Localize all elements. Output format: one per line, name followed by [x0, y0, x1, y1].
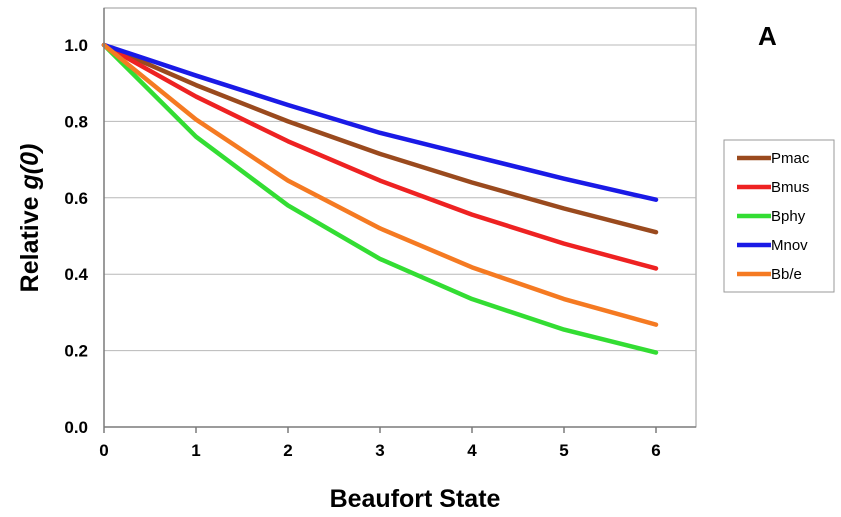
grid-lines — [104, 44, 696, 352]
y-axis-title: Relative g(0) — [16, 144, 44, 293]
legend-label-bphy: Bphy — [771, 208, 806, 225]
y-tick-label: 0.8 — [64, 112, 88, 131]
y-axis-title-italic: g(0) — [16, 144, 44, 191]
y-axis-title-prefix: Relative — [16, 189, 44, 292]
legend-items: Pmac Bmus Bphy Mnov Bb/e — [737, 150, 810, 283]
series-lines — [101, 42, 659, 355]
x-tick-label: 4 — [467, 441, 477, 460]
x-tick-label: 5 — [559, 441, 568, 460]
x-tick-label: 3 — [375, 441, 384, 460]
series-line-bmus — [101, 42, 659, 271]
legend-label-pmac: Pmac — [771, 150, 810, 167]
series-line-mnov — [101, 42, 659, 202]
series-line-bb-e — [101, 42, 659, 327]
y-tick-label: 0.2 — [64, 342, 88, 361]
x-axis-title: Beaufort State — [330, 485, 501, 513]
legend-label-bmus: Bmus — [771, 179, 809, 196]
x-tick-label: 2 — [283, 441, 292, 460]
panel-label: A — [758, 21, 777, 51]
legend-label-bb-e: Bb/e — [771, 266, 802, 283]
x-tick-label: 1 — [191, 441, 200, 460]
legend: Pmac Bmus Bphy Mnov Bb/e — [723, 139, 835, 293]
y-tick-label: 0.0 — [64, 418, 88, 437]
x-tick-label: 0 — [99, 441, 108, 460]
legend-label-mnov: Mnov — [771, 237, 808, 254]
y-tick-label: 0.4 — [64, 265, 88, 284]
y-tick-label: 0.6 — [64, 189, 88, 208]
x-tick-labels: 0 1 2 3 4 5 6 — [99, 427, 661, 460]
y-tick-label: 1.0 — [64, 36, 88, 55]
x-tick-label: 6 — [651, 441, 660, 460]
y-tick-labels: 0.0 0.2 0.4 0.6 0.8 1.0 — [64, 36, 88, 437]
series-line-bphy — [101, 42, 659, 355]
series-line-pmac — [101, 42, 659, 235]
